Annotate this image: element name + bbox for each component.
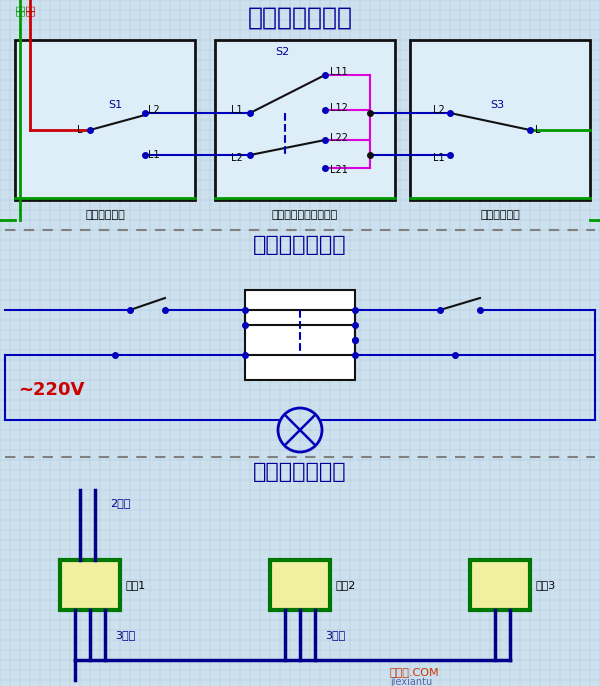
Text: 2根线: 2根线 xyxy=(110,498,130,508)
Text: jlexiantu: jlexiantu xyxy=(390,677,432,686)
Text: L21: L21 xyxy=(330,165,348,175)
Bar xyxy=(215,40,395,200)
Text: 中途开关（三控开关）: 中途开关（三控开关） xyxy=(272,210,338,220)
Text: L: L xyxy=(535,125,541,135)
Text: L11: L11 xyxy=(330,67,348,77)
Bar xyxy=(410,40,590,200)
Text: L: L xyxy=(77,125,83,135)
Text: L1: L1 xyxy=(148,150,160,160)
Text: 3根线: 3根线 xyxy=(115,630,135,640)
Bar xyxy=(245,290,355,380)
Text: ~220V: ~220V xyxy=(18,381,85,399)
Text: 开兴3: 开兴3 xyxy=(535,580,555,590)
Text: L2: L2 xyxy=(433,105,445,115)
Text: L1: L1 xyxy=(232,105,243,115)
Text: L2: L2 xyxy=(231,153,243,163)
Text: S1: S1 xyxy=(108,100,122,110)
Text: 相线: 相线 xyxy=(15,4,25,16)
Text: 接线图.COM: 接线图.COM xyxy=(390,667,440,677)
Bar xyxy=(270,560,330,610)
Text: 三控开关原理图: 三控开关原理图 xyxy=(253,235,347,255)
Text: 开兴2: 开兴2 xyxy=(335,580,355,590)
Text: 3根线: 3根线 xyxy=(325,630,345,640)
Text: 单开双控开关: 单开双控开关 xyxy=(85,210,125,220)
Bar xyxy=(15,40,195,200)
Text: L2: L2 xyxy=(148,105,160,115)
Text: 开兴1: 开兴1 xyxy=(125,580,145,590)
Bar xyxy=(470,560,530,610)
Text: 三控开关布线图: 三控开关布线图 xyxy=(253,462,347,482)
Text: 三控开关接线图: 三控开关接线图 xyxy=(248,6,353,30)
Bar xyxy=(60,560,120,610)
Text: S2: S2 xyxy=(275,47,289,57)
Text: L1: L1 xyxy=(433,153,445,163)
Text: L12: L12 xyxy=(330,103,348,113)
Text: L22: L22 xyxy=(330,133,348,143)
Text: S3: S3 xyxy=(490,100,504,110)
Text: 单开双控开关: 单开双控开关 xyxy=(480,210,520,220)
Text: 火线: 火线 xyxy=(25,4,35,16)
